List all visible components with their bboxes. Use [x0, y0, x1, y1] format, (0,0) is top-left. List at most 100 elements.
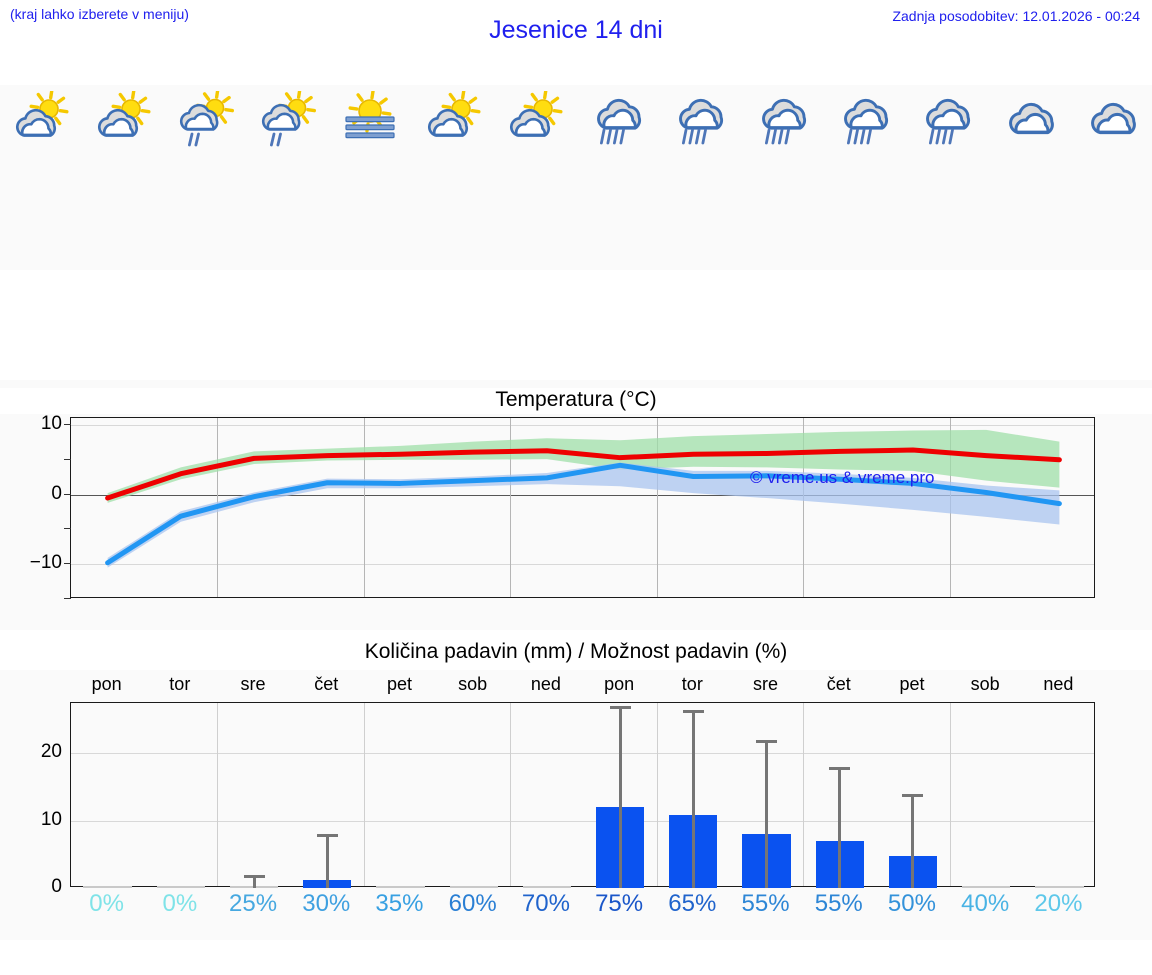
precipitation-day-label: pet — [386, 674, 412, 694]
precipitation-day-gridline — [656, 703, 658, 886]
day-column[interactable] — [823, 85, 905, 270]
precipitation-error-cap — [609, 706, 631, 710]
temperature-line — [105, 447, 1062, 501]
day-column[interactable] — [82, 85, 164, 270]
precipitation-error-bar — [252, 874, 256, 888]
cloudy-icon — [1079, 91, 1143, 149]
partly-cloudy-icon — [503, 91, 567, 149]
day-column[interactable] — [741, 85, 823, 270]
temperature-y-tick: 10 — [40, 412, 62, 434]
day-column[interactable] — [576, 85, 658, 270]
precipitation-probability: 0% — [162, 890, 198, 917]
temperature-axis-tick — [64, 598, 71, 599]
day-column[interactable] — [658, 85, 740, 270]
day-column[interactable] — [165, 85, 247, 270]
temperature-gridline — [71, 564, 1094, 566]
temperature-line — [105, 462, 1062, 566]
precipitation-probability: 20% — [1034, 890, 1083, 917]
temperature-range-band — [107, 462, 1060, 568]
precipitation-probability: 75% — [595, 890, 644, 917]
temperature-axis-tick — [64, 563, 71, 565]
copyright-credit: © vreme.us & vreme.pro — [750, 468, 935, 487]
precipitation-day-gridline — [803, 703, 805, 886]
precipitation-day-label: tor — [681, 674, 703, 694]
day-column[interactable] — [329, 85, 411, 270]
precipitation-bar[interactable] — [83, 886, 132, 888]
precipitation-day-gridline — [949, 703, 951, 886]
precipitation-error-bar — [618, 706, 622, 888]
precipitation-probability: 40% — [961, 890, 1010, 917]
partly-cloudy-light-rain-icon — [256, 91, 320, 149]
precipitation-probability: 70% — [521, 890, 570, 917]
precipitation-day-label: pet — [899, 674, 925, 694]
day-column[interactable] — [1070, 85, 1152, 270]
temperature-axis-tick — [64, 423, 71, 425]
precipitation-bar[interactable] — [449, 886, 498, 888]
precipitation-day-labels: pon tor sre čet pet sob ned pon tor sre čet pet sob n… — [0, 674, 1152, 698]
precipitation-day-gridline — [217, 703, 219, 886]
precipitation-chart: Količina padavin (mm) / Možnost padavin … — [0, 640, 1152, 940]
precipitation-bar[interactable] — [522, 886, 572, 888]
precipitation-day-label: ned — [530, 674, 561, 694]
rain-cloud-icon — [750, 91, 814, 149]
temperature-day-gridline — [363, 418, 365, 597]
precipitation-day-label: pon — [604, 674, 635, 694]
precipitation-error-cap — [756, 740, 778, 743]
precipitation-day-label: sre — [753, 674, 779, 694]
precipitation-day-label: čet — [826, 674, 851, 694]
temperature-series-svg — [105, 429, 1062, 568]
precipitation-y-tick: 20 — [40, 741, 62, 763]
last-update-label: Zadnja posodobitev: 12.01.2026 - 00:24 — [892, 8, 1140, 24]
partly-cloudy-light-rain-icon — [174, 91, 238, 149]
precipitation-bar[interactable] — [1035, 886, 1084, 888]
partly-cloudy-icon — [421, 91, 485, 149]
precipitation-error-bar — [911, 793, 915, 888]
page-title: Jesenice 14 dni — [489, 16, 663, 44]
precipitation-error-cap — [902, 793, 924, 797]
day-column[interactable] — [987, 85, 1069, 270]
precipitation-bar[interactable] — [962, 886, 1011, 888]
precipitation-y-tick: 10 — [40, 808, 62, 830]
precipitation-probability: 55% — [741, 890, 790, 917]
temperature-gridline — [71, 424, 1094, 426]
precipitation-probability: 65% — [668, 890, 717, 917]
precipitation-probability: 60% — [448, 890, 497, 917]
day-column[interactable] — [0, 85, 82, 270]
precipitation-bar[interactable] — [156, 886, 205, 888]
day-column[interactable] — [247, 85, 329, 270]
precipitation-error-cap — [243, 874, 265, 878]
precipitation-day-label: sob — [458, 674, 488, 694]
temperature-chart-title: Temperatura (°C) — [0, 388, 1152, 414]
day-column[interactable] — [494, 85, 576, 270]
temperature-range-band — [107, 429, 1060, 503]
temperature-day-gridline — [803, 418, 805, 597]
precipitation-plot-area — [70, 702, 1095, 888]
precipitation-error-bar — [765, 740, 769, 888]
temperature-day-gridline — [656, 418, 658, 597]
day-column[interactable] — [905, 85, 987, 270]
precipitation-day-label: tor — [169, 674, 191, 694]
precipitation-probability: 30% — [302, 890, 351, 917]
location-menu-note: (kraj lahko izberete v meniju) — [10, 6, 189, 22]
precipitation-error-cap — [682, 709, 704, 713]
precipitation-error-cap — [829, 766, 851, 770]
day-column[interactable] — [411, 85, 493, 270]
sun-fog-icon — [338, 91, 402, 149]
precipitation-y-tick: 0 — [51, 876, 62, 897]
temperature-axis-tick — [64, 493, 71, 495]
precipitation-day-label: pon — [91, 674, 122, 694]
precipitation-error-bar — [838, 766, 842, 888]
precipitation-day-label: ned — [1043, 674, 1074, 694]
temperature-day-gridline — [510, 418, 512, 597]
rain-cloud-icon — [914, 91, 978, 149]
precipitation-day-label: čet — [314, 674, 339, 694]
temperature-plot-area — [70, 417, 1095, 598]
precipitation-bar[interactable] — [376, 886, 425, 888]
precipitation-probability-row: 0% 0% 25% 30% 35% 60% 70% 75% 65% 55% 55% 50% 40% 20% — [0, 890, 1152, 924]
precipitation-error-bar — [691, 709, 695, 888]
rain-cloud-icon — [667, 91, 731, 149]
precipitation-error-cap — [316, 834, 338, 838]
precipitation-probability: 0% — [89, 890, 124, 917]
temperature-axis-tick — [64, 458, 71, 460]
